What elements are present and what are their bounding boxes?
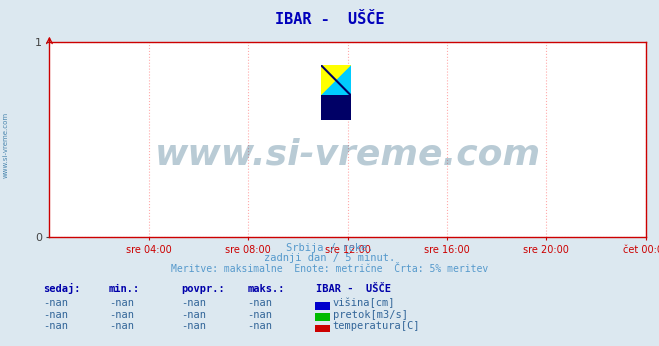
Text: -nan: -nan [43, 310, 68, 320]
Text: -nan: -nan [109, 310, 134, 320]
Text: Meritve: maksimalne  Enote: metrične  Črta: 5% meritev: Meritve: maksimalne Enote: metrične Črta… [171, 264, 488, 274]
Text: -nan: -nan [109, 321, 134, 331]
Text: Srbija / reke.: Srbija / reke. [286, 243, 373, 253]
Text: min.:: min.: [109, 284, 140, 294]
Text: višina[cm]: višina[cm] [333, 298, 395, 308]
Text: zadnji dan / 5 minut.: zadnji dan / 5 minut. [264, 253, 395, 263]
Text: -nan: -nan [181, 298, 206, 308]
Text: -nan: -nan [247, 321, 272, 331]
Text: temperatura[C]: temperatura[C] [333, 321, 420, 331]
Text: pretok[m3/s]: pretok[m3/s] [333, 310, 408, 320]
Text: -nan: -nan [109, 298, 134, 308]
Text: -nan: -nan [247, 310, 272, 320]
Text: IBAR -  UŠČE: IBAR - UŠČE [316, 284, 391, 294]
Text: -nan: -nan [181, 321, 206, 331]
Polygon shape [321, 65, 351, 95]
Text: -nan: -nan [43, 321, 68, 331]
Text: sedaj:: sedaj: [43, 283, 80, 294]
Polygon shape [321, 65, 351, 95]
Polygon shape [321, 65, 351, 95]
Text: IBAR -  UŠČE: IBAR - UŠČE [275, 11, 384, 27]
Text: -nan: -nan [43, 298, 68, 308]
Text: www.si-vreme.com: www.si-vreme.com [155, 138, 540, 172]
Text: -nan: -nan [247, 298, 272, 308]
Text: www.si-vreme.com: www.si-vreme.com [2, 112, 9, 179]
Text: -nan: -nan [181, 310, 206, 320]
Text: povpr.:: povpr.: [181, 284, 225, 294]
Polygon shape [321, 95, 351, 120]
Text: maks.:: maks.: [247, 284, 285, 294]
